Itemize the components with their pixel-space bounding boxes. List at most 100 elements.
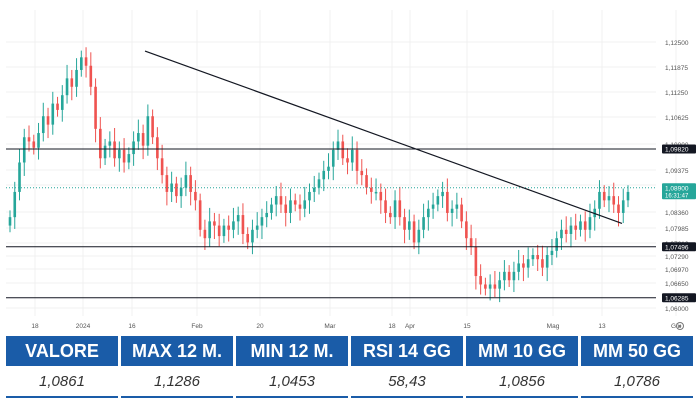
candle-body	[398, 200, 402, 218]
candle-body	[531, 255, 535, 260]
candle	[422, 203, 425, 239]
candle	[379, 183, 383, 214]
candle-body	[427, 208, 430, 218]
candle-body	[474, 246, 478, 277]
candle	[165, 166, 169, 206]
candle-body	[137, 133, 140, 142]
candle-body	[393, 200, 397, 218]
candle-body	[526, 259, 530, 268]
candle	[617, 196, 620, 227]
candle-body	[70, 78, 74, 87]
candle	[484, 277, 487, 296]
price-label-text: 1,09820	[665, 147, 689, 154]
stat-value: 1,0786	[581, 366, 693, 398]
candle-body	[113, 141, 116, 159]
y-tick-label: 1,06000	[665, 306, 689, 313]
candle-body	[222, 225, 226, 237]
stat-value: 1,1286	[121, 366, 233, 398]
candle	[389, 206, 392, 224]
candle-body	[146, 116, 150, 146]
candle	[284, 196, 288, 227]
candle-body	[493, 284, 497, 289]
candle	[560, 219, 563, 250]
candle	[431, 192, 435, 219]
candle-body	[179, 187, 183, 197]
candle	[474, 238, 478, 290]
candle-body	[132, 141, 135, 155]
price-label: 1,08900 16:31:47	[662, 183, 696, 200]
candle-body	[341, 141, 345, 159]
candle	[446, 178, 449, 222]
candle	[170, 171, 173, 203]
candle-body	[293, 200, 297, 205]
stat-header: VALORE	[6, 336, 118, 366]
y-tick-label: 1,08360	[665, 210, 689, 217]
candle-body	[27, 137, 31, 142]
candle-body	[536, 255, 539, 260]
candle-body	[598, 191, 601, 209]
candle	[103, 138, 107, 166]
candle-body	[60, 95, 64, 110]
price-chart[interactable]: 1,125001,118751,112501,106251,100001,093…	[0, 0, 700, 332]
candle-body	[284, 204, 288, 213]
candle-body	[32, 141, 36, 148]
candle	[555, 231, 558, 258]
candle-body	[431, 204, 435, 209]
y-axis: 1,125001,118751,112501,106251,100001,093…	[665, 40, 689, 313]
candle	[70, 69, 74, 101]
price-label: 1,09820	[662, 144, 696, 154]
x-tick-label: Mag	[547, 323, 560, 330]
price-label-box	[662, 183, 696, 200]
candle	[417, 219, 421, 255]
candle-body	[484, 284, 487, 289]
candle	[607, 186, 611, 213]
candle	[213, 212, 216, 240]
candle	[322, 160, 326, 192]
x-tick-label: 18	[388, 323, 396, 330]
candle-body	[417, 229, 421, 243]
candle	[355, 141, 359, 185]
candle-body	[626, 191, 630, 201]
candle	[412, 214, 416, 250]
x-tick-label: Apr	[405, 323, 416, 330]
candle	[336, 129, 340, 160]
candle	[146, 104, 150, 156]
stat-value: 1,0453	[236, 366, 348, 398]
price-label-time: 16:31:47	[665, 194, 689, 200]
candle	[289, 188, 292, 224]
candle	[541, 245, 544, 277]
candle-body	[422, 217, 425, 230]
candle	[51, 91, 55, 135]
candle	[574, 213, 578, 240]
y-tick-label: 1,11875	[665, 65, 688, 72]
candle-body	[80, 57, 83, 70]
candle	[441, 181, 444, 208]
stat-header: RSI 14 GG	[351, 336, 463, 366]
x-tick-label: 15	[463, 323, 471, 330]
candle	[531, 248, 535, 266]
candle-body	[236, 215, 240, 222]
stat-mm-50gg: MM 50 GG 1,0786	[581, 336, 693, 400]
y-tick-label: 1,06650	[665, 281, 689, 288]
candle-body	[412, 221, 416, 243]
candle	[393, 190, 397, 229]
candle	[56, 96, 59, 117]
candle	[469, 224, 473, 256]
price-label-box	[662, 144, 696, 154]
candle-body	[498, 280, 501, 289]
y-tick-label: 1,10625	[665, 115, 689, 122]
candle-body	[322, 170, 326, 180]
candle	[22, 128, 26, 176]
candle-body	[46, 116, 50, 125]
candle-body	[208, 221, 211, 239]
x-tick-label: 2024	[76, 323, 91, 330]
candle-body	[403, 217, 406, 230]
candle-body	[194, 191, 197, 201]
candle-body	[441, 191, 444, 197]
candle	[94, 78, 97, 143]
candle	[545, 246, 549, 282]
candle	[626, 185, 630, 208]
gear-icon[interactable]	[676, 322, 684, 330]
candle-body	[621, 200, 625, 213]
candlestick-chart[interactable]: 1,125001,118751,112501,106251,100001,093…	[0, 0, 700, 332]
